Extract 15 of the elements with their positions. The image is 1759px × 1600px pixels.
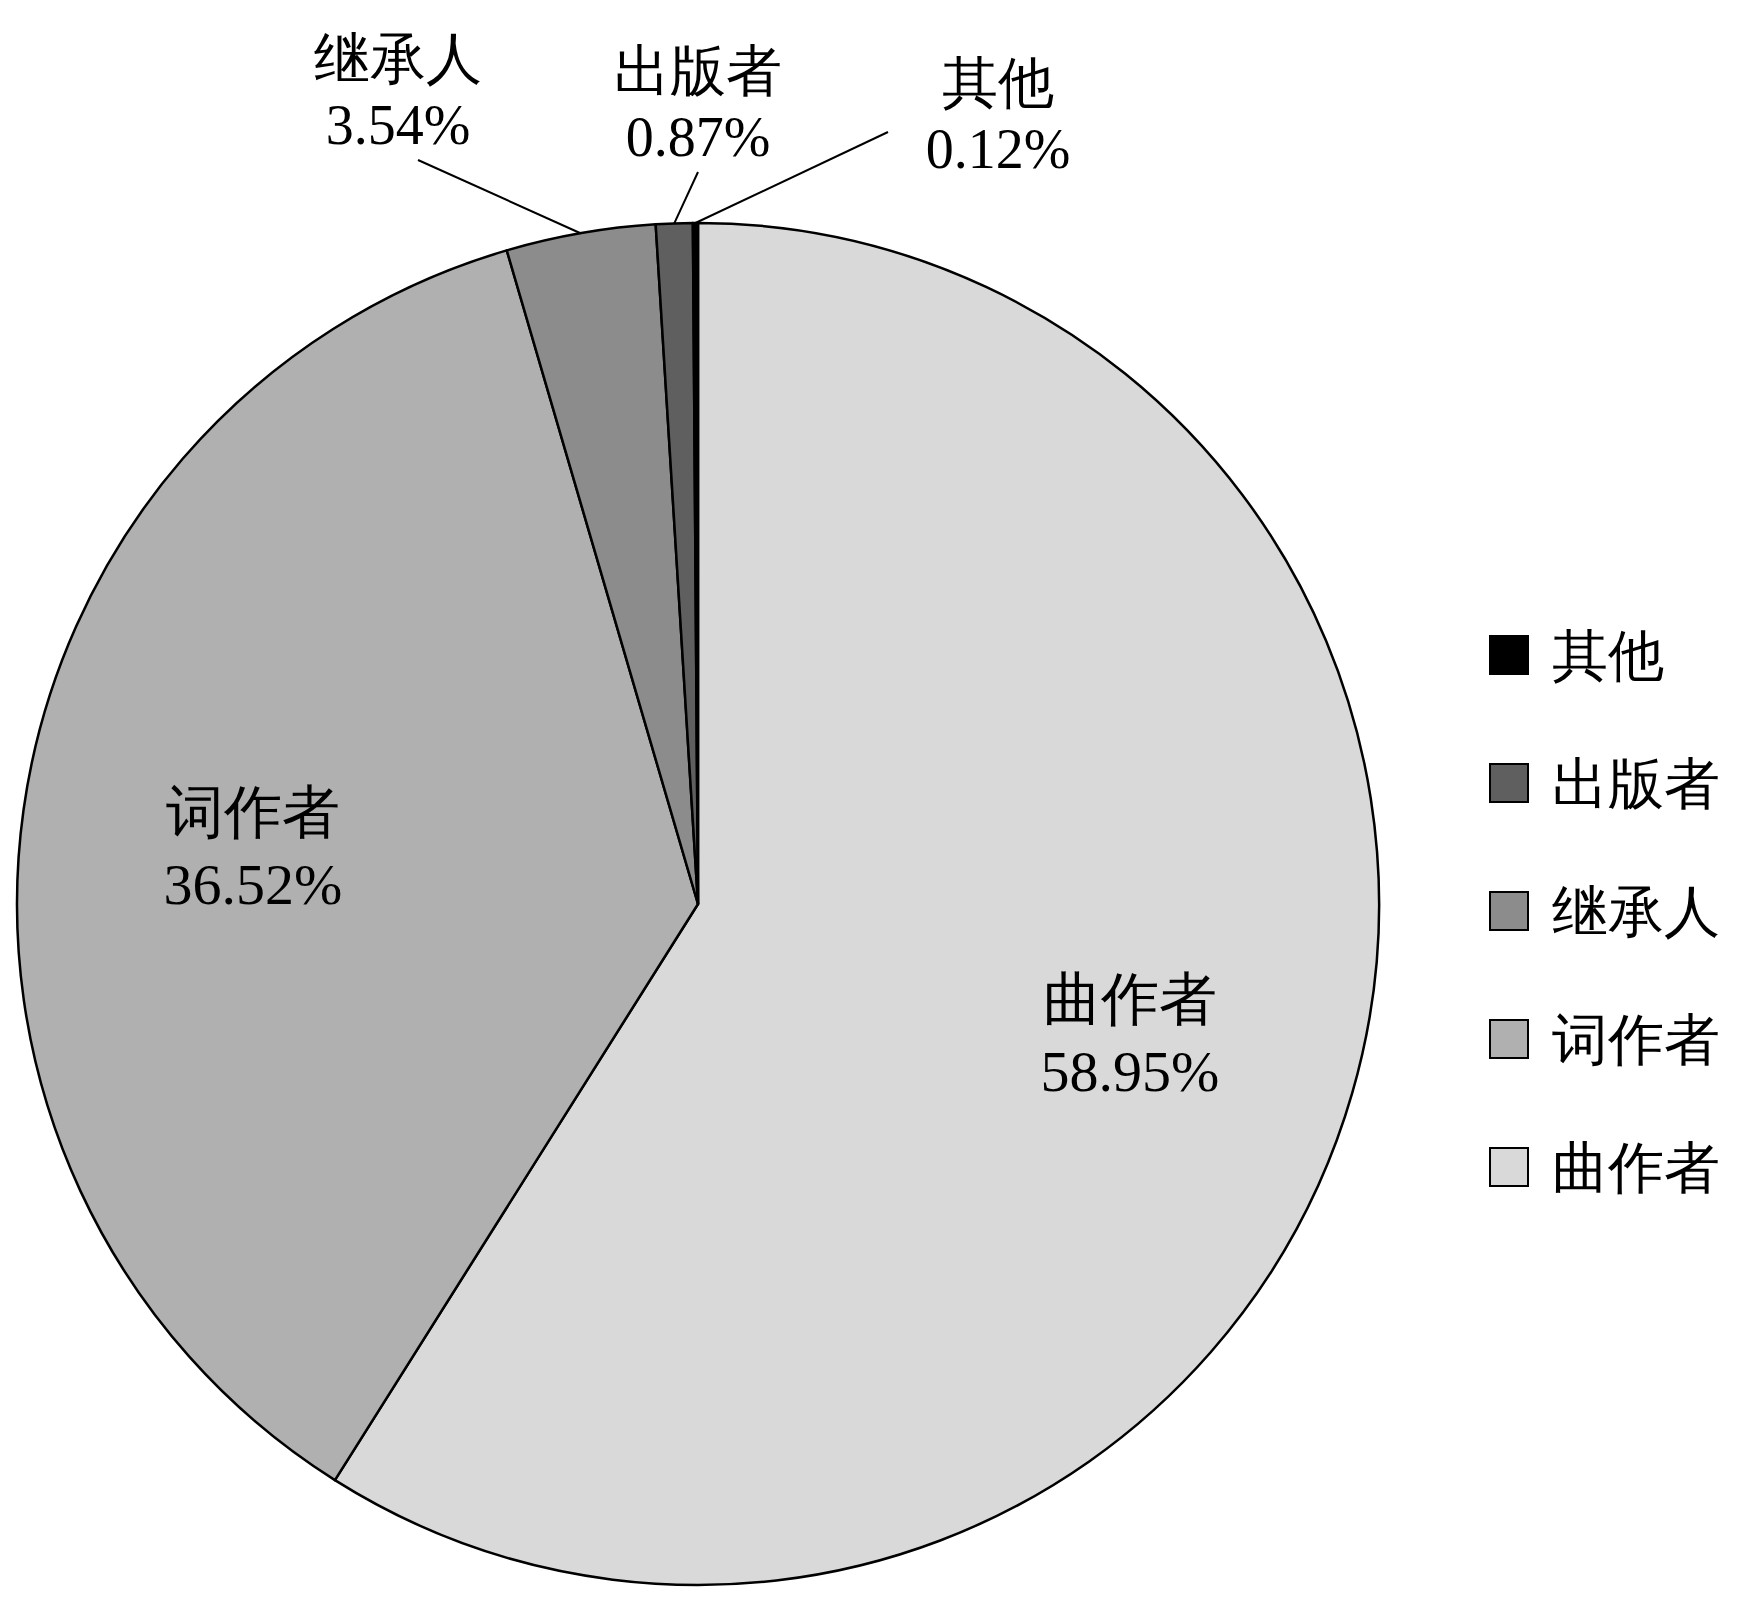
data-label: 0.87% bbox=[625, 106, 771, 168]
slice-label: 词作者 bbox=[165, 779, 340, 845]
legend-label: 其他 bbox=[1552, 625, 1664, 687]
data-label: 3.54% bbox=[325, 94, 471, 156]
legend-label: 出版者 bbox=[1552, 753, 1720, 815]
data-label: 58.95% bbox=[1040, 1038, 1220, 1104]
slice-label: 曲作者 bbox=[1042, 966, 1217, 1032]
legend-label: 继承人 bbox=[1552, 881, 1720, 943]
slice-label: 其他 bbox=[942, 52, 1054, 114]
legend-label: 曲作者 bbox=[1552, 1137, 1720, 1199]
slice-label: 出版者 bbox=[614, 40, 782, 102]
legend-label: 词作者 bbox=[1552, 1009, 1720, 1071]
slice-label: 继承人 bbox=[314, 28, 482, 90]
data-label: 0.12% bbox=[925, 118, 1071, 180]
data-label: 36.52% bbox=[163, 851, 343, 917]
